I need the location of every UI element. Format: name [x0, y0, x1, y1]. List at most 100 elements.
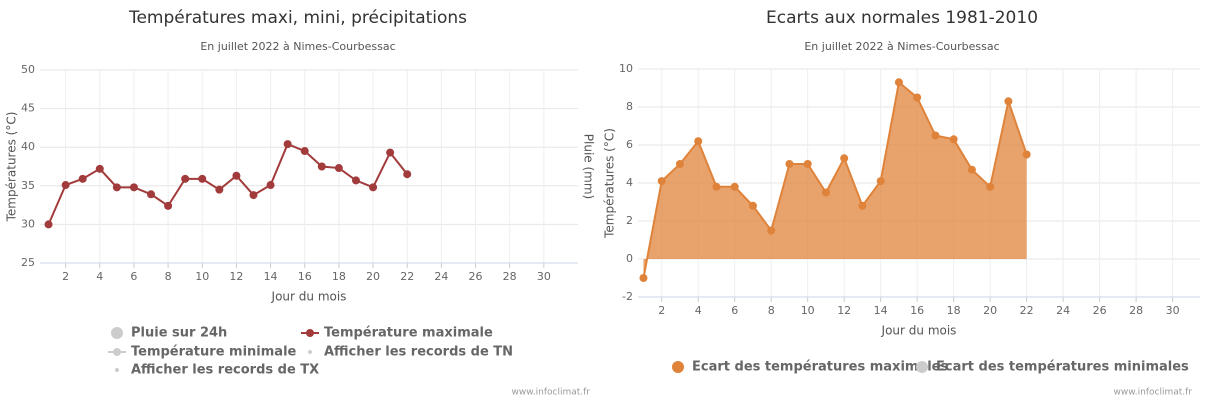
point — [300, 147, 309, 156]
point — [129, 183, 138, 192]
x-tick-label: 14 — [874, 304, 888, 317]
point — [351, 176, 360, 185]
y-tick-label: 25 — [21, 256, 35, 269]
y-tick-label: 0 — [626, 252, 633, 265]
point — [369, 183, 378, 192]
y-tick-label: 35 — [21, 179, 35, 192]
point — [403, 170, 412, 179]
point — [215, 185, 224, 194]
point — [317, 162, 326, 171]
x-tick-label: 28 — [1129, 304, 1143, 317]
point — [334, 164, 343, 173]
point — [949, 135, 958, 144]
point — [1004, 97, 1013, 106]
x-tick-label: 26 — [469, 270, 483, 283]
point — [748, 201, 757, 210]
point — [386, 148, 395, 157]
y-tick-label: 40 — [21, 140, 35, 153]
legend-symbol — [115, 368, 119, 372]
point — [639, 274, 648, 282]
chart-title: Températures maxi, mini, précipitations — [128, 8, 467, 28]
x-tick-label: 12 — [837, 304, 851, 317]
x-tick-label: 20 — [366, 270, 380, 283]
point — [876, 177, 885, 186]
x-tick-label: 30 — [537, 270, 551, 283]
point — [1022, 150, 1031, 159]
x-tick-label: 20 — [983, 304, 997, 317]
chart-subtitle: En juillet 2022 à Nimes-Courbessac — [200, 40, 395, 53]
y-axis-title: Températures (°C) — [5, 112, 19, 223]
x-tick-label: 4 — [96, 270, 103, 283]
point — [78, 174, 87, 183]
x-tick-label: 10 — [801, 304, 815, 317]
point — [931, 131, 940, 140]
chart-title: Ecarts aux normales 1981-2010 — [766, 8, 1038, 28]
point — [164, 201, 173, 210]
point — [44, 220, 53, 229]
point — [657, 177, 666, 186]
point — [249, 191, 258, 200]
x-tick-label: 18 — [947, 304, 961, 317]
x-tick-label: 24 — [434, 270, 448, 283]
y-tick-label: 45 — [21, 102, 35, 115]
point — [821, 188, 830, 197]
series-line — [642, 80, 1028, 279]
x-tick-label: 22 — [400, 270, 414, 283]
x-tick-label: 30 — [1166, 304, 1180, 317]
credits: www.infoclimat.fr — [512, 388, 591, 398]
x-tick-label: 28 — [503, 270, 517, 283]
point — [986, 182, 995, 191]
x-tick-label: 8 — [165, 270, 172, 283]
x-tick-label: 10 — [195, 270, 209, 283]
legend-symbol — [111, 327, 123, 339]
y-tick-label: 50 — [21, 63, 35, 76]
point — [95, 164, 104, 173]
x-axis-title: Jour du mois — [271, 290, 347, 304]
x-tick-label: 2 — [62, 270, 69, 283]
x-tick-label: 12 — [229, 270, 243, 283]
x-tick-label: 14 — [264, 270, 278, 283]
point — [181, 174, 190, 183]
x-tick-label: 6 — [130, 270, 137, 283]
point — [266, 181, 275, 190]
point — [840, 154, 849, 163]
y-tick-label: 2 — [626, 214, 633, 227]
legend-label[interactable]: Pluie sur 24h — [131, 326, 227, 341]
point — [198, 174, 207, 183]
x-tick-label: 24 — [1056, 304, 1070, 317]
x-tick-label: 6 — [731, 304, 738, 317]
point — [785, 160, 794, 168]
legend-label[interactable]: Ecart des températures minimales — [936, 360, 1189, 375]
point — [913, 93, 922, 102]
x-tick-label: 8 — [768, 304, 775, 317]
point — [283, 140, 292, 149]
point — [894, 78, 903, 87]
chart-subtitle: En juillet 2022 à Nimes-Courbessac — [804, 40, 999, 53]
x-tick-label: 18 — [332, 270, 346, 283]
legend-label[interactable]: Température minimale — [131, 345, 297, 360]
legend-symbol — [308, 350, 312, 354]
legend-symbol — [916, 361, 928, 373]
x-axis-title: Jour du mois — [881, 324, 957, 338]
legend-label[interactable]: Afficher les records de TN — [324, 345, 513, 360]
point — [61, 181, 70, 190]
legend-symbol — [672, 361, 684, 373]
point — [232, 171, 241, 180]
point — [858, 201, 867, 210]
series-line — [47, 142, 408, 225]
point — [147, 190, 156, 199]
x-tick-label: 16 — [910, 304, 924, 317]
x-tick-label: 26 — [1093, 304, 1107, 317]
legend-label[interactable]: Afficher les records de TX — [131, 363, 319, 378]
point — [730, 182, 739, 191]
legend-symbol — [113, 348, 121, 356]
legend-symbol — [306, 329, 314, 337]
x-tick-label: 16 — [298, 270, 312, 283]
legend-label[interactable]: Ecart des températures maximales — [692, 360, 948, 375]
legend-label[interactable]: Température maximale — [324, 326, 493, 341]
y2-axis-title: Pluie (mm) — [582, 134, 596, 199]
y-tick-label: -2 — [622, 290, 633, 303]
x-tick-label: 2 — [658, 304, 665, 317]
point — [767, 226, 776, 235]
